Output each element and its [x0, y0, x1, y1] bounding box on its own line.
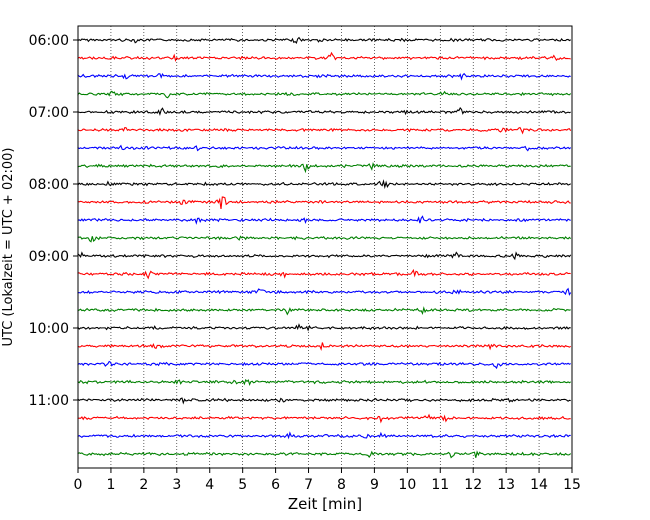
trace-0830 [77, 215, 571, 225]
x-tick-label: 4 [205, 477, 214, 493]
plot-frame [77, 25, 573, 469]
trace-1130 [77, 431, 571, 440]
x-tick-label: 13 [497, 477, 515, 493]
trace-0915 [77, 268, 571, 280]
trace-0615 [77, 51, 571, 62]
trace-0630 [77, 72, 571, 81]
y-tick-label: 09:00 [29, 249, 69, 265]
y-tick-label: 07:00 [29, 105, 69, 121]
x-tick-label: 1 [106, 477, 115, 493]
y-axis-ticks: 06:00 07:00 08:00 09:00 10:00 11:00 [29, 33, 78, 409]
x-tick-label: 7 [304, 477, 313, 493]
trace-1000 [77, 323, 571, 332]
y-tick-label: 10:00 [29, 321, 69, 337]
trace-0715 [77, 126, 572, 135]
trace-0700 [77, 107, 571, 117]
plot-area [78, 26, 572, 468]
x-axis-ticks: 0 1 2 3 4 5 6 7 8 9 10 11 12 13 14 15 [74, 468, 581, 493]
trace-0645 [77, 90, 572, 99]
x-tick-label: 11 [431, 477, 449, 493]
trace-0845 [77, 235, 572, 243]
trace-0900 [77, 251, 572, 261]
y-tick-label: 06:00 [29, 33, 69, 49]
x-tick-label: 15 [563, 477, 581, 493]
x-tick-label: 10 [398, 477, 416, 493]
trace-1145 [77, 450, 572, 459]
y-axis-title: UTC (Lokalzeit = UTC + 02:00) [1, 148, 16, 347]
y-tick-label: 11:00 [29, 393, 69, 409]
x-tick-label: 0 [74, 477, 83, 493]
y-tick-label: 08:00 [29, 177, 69, 193]
x-tick-label: 6 [271, 477, 280, 493]
x-tick-label: 8 [337, 477, 346, 493]
trace-0930 [77, 287, 572, 296]
trace-1015 [77, 342, 572, 352]
trace-1045 [77, 378, 572, 387]
trace-0600 [77, 36, 571, 45]
trace-0815 [77, 196, 571, 210]
trace-1115 [77, 413, 571, 424]
trace-0945 [77, 306, 571, 316]
x-tick-label: 2 [139, 477, 148, 493]
trace-0745 [77, 162, 571, 174]
x-tick-label: 14 [530, 477, 548, 493]
trace-0730 [77, 144, 572, 152]
trace-0800 [77, 179, 571, 190]
trace-1030 [77, 360, 571, 370]
x-axis-title: Zeit [min] [288, 495, 362, 513]
x-tick-label: 3 [172, 477, 181, 493]
trace-1100 [77, 397, 571, 405]
trace-group [77, 36, 572, 459]
x-tick-label: 12 [464, 477, 482, 493]
x-tick-label: 5 [238, 477, 247, 493]
x-tick-label: 9 [370, 477, 379, 493]
